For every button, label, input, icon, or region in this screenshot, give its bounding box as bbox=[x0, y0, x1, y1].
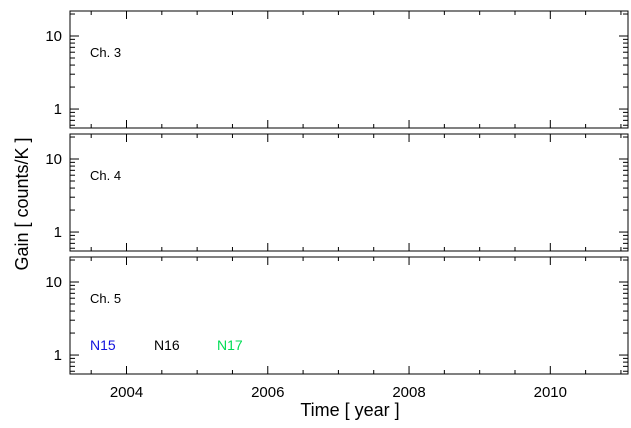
y-tick-label: 10 bbox=[45, 28, 62, 45]
y-tick-label: 10 bbox=[45, 151, 62, 168]
y-axis-title: Gain [ counts/K ] bbox=[12, 137, 32, 270]
x-axis-title: Time [ year ] bbox=[300, 400, 399, 420]
x-tick-label: 2004 bbox=[110, 384, 143, 401]
y-tick-label: 1 bbox=[54, 101, 62, 118]
panel-frame bbox=[69, 256, 629, 375]
legend-entry-n15: N15 bbox=[90, 337, 116, 353]
panel-label: Ch. 4 bbox=[90, 168, 121, 183]
panel-label: Ch. 3 bbox=[90, 45, 121, 60]
series-layer: Ch. 3 Ch. 4 Ch. 5 bbox=[90, 45, 121, 306]
x-tick-label: 2008 bbox=[392, 384, 425, 401]
x-tick-label: 2006 bbox=[251, 384, 284, 401]
legend-entry-n16: N16 bbox=[154, 337, 180, 353]
panel-frames bbox=[69, 10, 629, 375]
y-tick-label: 10 bbox=[45, 274, 62, 291]
legend-entry-n17: N17 bbox=[217, 337, 243, 353]
panel-frame bbox=[69, 133, 629, 252]
ticks-layer: 1 10 1 10 1 10 2004 2006 2008 2010 bbox=[45, 11, 628, 401]
legend: N15 N16 N17 bbox=[90, 337, 243, 353]
y-tick-label: 1 bbox=[54, 347, 62, 364]
panel-frame bbox=[69, 10, 629, 129]
x-tick-label: 2010 bbox=[534, 384, 567, 401]
panel-label: Ch. 5 bbox=[90, 291, 121, 306]
y-tick-label: 1 bbox=[54, 224, 62, 241]
